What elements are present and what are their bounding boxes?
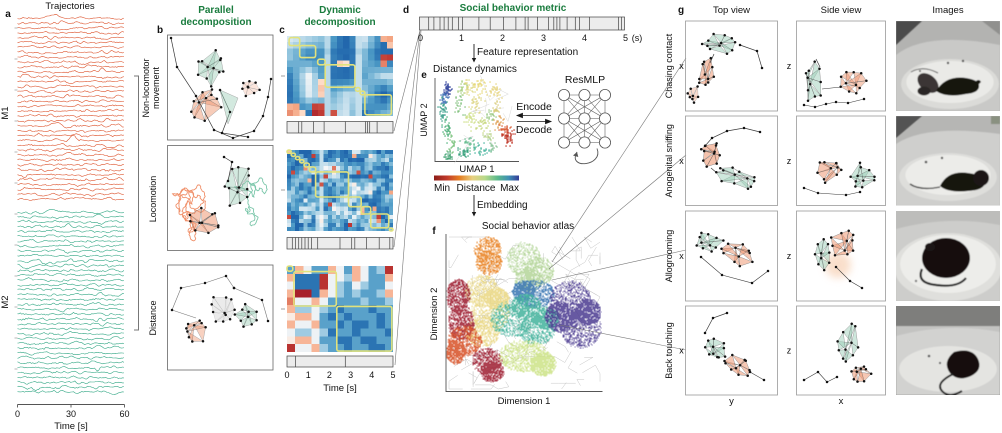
svg-text:b: b (157, 25, 163, 36)
svg-text:0: 0 (15, 409, 20, 419)
svg-text:2: 2 (327, 370, 332, 380)
svg-text:x: x (839, 396, 844, 407)
svg-text:Distance: Distance (148, 300, 158, 335)
svg-text:Embedding: Embedding (477, 200, 528, 211)
svg-text:Decode: Decode (516, 124, 552, 136)
svg-text:1: 1 (459, 33, 464, 43)
svg-text:Social behavior atlas: Social behavior atlas (482, 221, 574, 232)
svg-text:3: 3 (348, 370, 353, 380)
svg-text:0: 0 (284, 370, 289, 380)
svg-text:d: d (403, 5, 409, 16)
svg-text:Encode: Encode (516, 101, 552, 113)
svg-text:movement: movement (151, 67, 161, 110)
svg-text:y: y (729, 396, 734, 407)
svg-text:Dimension 2: Dimension 2 (429, 288, 440, 341)
svg-text:g: g (678, 5, 684, 16)
svg-text:Back touching: Back touching (664, 322, 674, 379)
svg-text:30: 30 (66, 409, 76, 419)
svg-text:4: 4 (582, 33, 587, 43)
svg-text:Max: Max (500, 183, 519, 194)
svg-text:5: 5 (623, 33, 628, 43)
svg-text:0: 0 (418, 33, 423, 43)
svg-text:Trajectories: Trajectories (45, 1, 95, 12)
svg-text:Social behavior metric: Social behavior metric (460, 3, 567, 14)
svg-text:3: 3 (541, 33, 546, 43)
svg-text:x: x (679, 61, 684, 71)
svg-text:1: 1 (306, 370, 311, 380)
svg-text:Time [s]: Time [s] (323, 383, 356, 394)
svg-text:4: 4 (369, 370, 374, 380)
svg-text:UMAP 1: UMAP 1 (459, 164, 494, 175)
svg-text:Locomotion: Locomotion (148, 176, 158, 223)
svg-text:x: x (679, 251, 684, 261)
svg-text:x: x (679, 156, 684, 166)
svg-text:Chasing contact: Chasing contact (664, 33, 674, 98)
svg-text:Dynamic: Dynamic (319, 5, 361, 16)
svg-text:Top view: Top view (713, 5, 750, 16)
svg-text:Distance dynamics: Distance dynamics (433, 64, 517, 75)
svg-text:f: f (432, 226, 436, 237)
svg-text:Allogrooming: Allogrooming (664, 230, 674, 283)
svg-text:5: 5 (390, 370, 395, 380)
svg-text:60: 60 (119, 409, 129, 419)
svg-text:Min: Min (434, 183, 450, 194)
svg-text:Anogenital sniffing: Anogenital sniffing (664, 124, 674, 197)
svg-text:(s): (s) (632, 33, 643, 43)
svg-text:Parallel: Parallel (198, 5, 234, 16)
svg-text:ResMLP: ResMLP (565, 74, 605, 86)
svg-text:z: z (787, 61, 792, 71)
svg-text:z: z (787, 251, 792, 261)
svg-text:decomposition: decomposition (304, 17, 375, 28)
svg-text:Non-locomotor: Non-locomotor (141, 58, 151, 117)
svg-text:Side view: Side view (821, 5, 862, 16)
svg-text:z: z (787, 156, 792, 166)
svg-text:Images: Images (932, 5, 963, 16)
svg-text:decomposition: decomposition (180, 17, 251, 28)
svg-text:UMAP 2: UMAP 2 (419, 103, 429, 136)
svg-text:M2: M2 (0, 295, 11, 308)
svg-text:c: c (279, 25, 285, 36)
svg-text:Time [s]: Time [s] (54, 421, 87, 432)
svg-text:a: a (5, 9, 11, 20)
svg-text:M1: M1 (0, 106, 11, 119)
svg-text:e: e (421, 70, 427, 81)
svg-text:x: x (679, 346, 684, 356)
svg-text:Distance: Distance (457, 183, 496, 194)
svg-text:Dimension 1: Dimension 1 (498, 396, 551, 407)
svg-text:z: z (787, 346, 792, 356)
svg-text:Feature representation: Feature representation (477, 47, 578, 58)
svg-text:2: 2 (500, 33, 505, 43)
